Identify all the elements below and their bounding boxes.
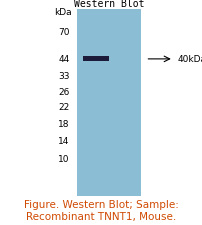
Bar [77,10,141,196]
Text: 18: 18 [58,119,70,128]
Text: Western Blot: Western Blot [74,0,144,9]
Text: 22: 22 [58,102,70,111]
Text: 44: 44 [58,55,70,64]
Text: Figure. Western Blot; Sample:: Figure. Western Blot; Sample: [24,199,178,209]
Text: 14: 14 [58,137,70,146]
Text: kDa: kDa [54,8,72,17]
Text: 10: 10 [58,154,70,163]
Text: 40kDa: 40kDa [178,55,202,64]
Text: 33: 33 [58,71,70,80]
Text: Recombinant TNNT1, Mouse.: Recombinant TNNT1, Mouse. [26,211,176,221]
Bar [83,57,109,62]
Text: 70: 70 [58,28,70,37]
Text: 26: 26 [58,88,70,97]
